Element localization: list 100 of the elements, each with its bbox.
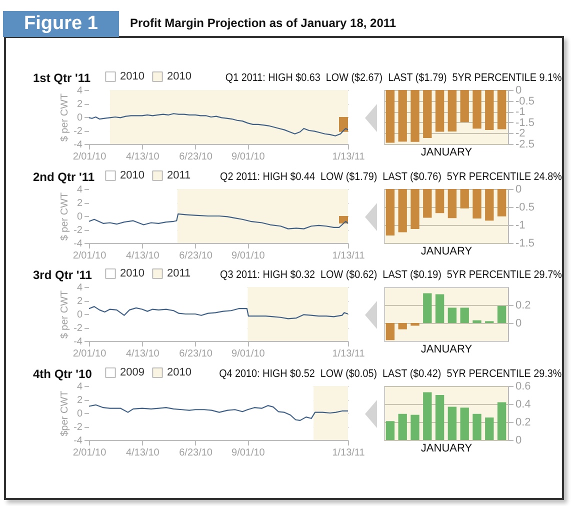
y-tick-label: -0.5 [516,201,534,213]
x-tick-label: 4/13/10 [126,250,160,261]
bar [485,417,494,440]
band-label: 2009 [120,366,144,378]
y-axis-title: $ per CWT [60,93,71,142]
bar [448,308,457,323]
legend-label: 2010 [120,70,144,83]
x-tick-label: 9/01/10 [232,447,266,458]
bar [435,294,444,323]
x-axis-title: JANUARY [420,146,473,158]
x-tick-label: 9/01/10 [232,348,266,360]
x-tick-label: 2/01/10 [72,348,107,360]
x-tick-label: 2/01/10 [72,250,107,261]
legend-label: 2010 [167,366,192,378]
y-tick-label: 0 [516,434,522,446]
y-axis-title: $ per CWT [60,192,71,240]
x-tick-label: 6/23/10 [179,152,213,162]
bar [398,323,407,330]
y-tick-label: 0 [76,211,83,222]
caption: Figure 1 [3,11,119,37]
y-tick-label: -1.5 [516,116,534,129]
band-label: 2010 [120,268,144,280]
y-tick-label: -2 [74,224,83,236]
y-tick-label: 0 [76,310,83,320]
y-tick-label: 0 [516,84,522,96]
x-tick-label: 2/01/10 [72,152,107,162]
line-series [88,306,349,320]
y-tick-label: -4 [74,140,83,150]
x-tick-label: 9/01/10 [232,152,266,162]
y-axis-title: $ per CWT [60,290,71,339]
x-tick-label: 6/23/10 [179,250,213,261]
y-tick-label: 0.4 [516,398,531,410]
bar [472,413,482,440]
x-tick-label: 4/13/10 [126,447,160,458]
bar [497,306,506,323]
legend-label: 2010 [120,169,144,182]
bar [410,414,420,440]
y-tick-label: 4 [76,282,83,294]
chart-title: 1st Qtr '11 [33,71,91,85]
x-tick-label: 2/01/10 [72,447,107,458]
y-tick-label: 0 [76,408,83,419]
bar [460,308,469,323]
y-tick-label: -2 [516,128,526,140]
y-tick-label: -1 [516,106,526,118]
bar [386,323,395,340]
x-tick-label: 4/13/10 [126,152,160,162]
x-tick-label: 4/13/10 [126,348,160,360]
y-tick-label: 0.6 [516,380,531,392]
x-tick-label: 1/13/11 [332,152,366,162]
y-tick-label: -4 [74,435,83,446]
y-tick-label: 0.2 [516,300,531,312]
x-axis-title: JANUARY [420,442,473,454]
y-tick-label: 4 [76,381,83,392]
band-label: 2011 [167,169,191,182]
y-tick-label: 4 [76,86,83,96]
line-series [88,404,349,420]
chart-title: 4th Qtr '10 [33,366,92,380]
y-tick-label: 2 [76,99,83,110]
text: Q4 2010: HIGH $0.52 LOW ($0.05) LAST ($0.42) 5YR PERCENTILE 29.3% [219,368,562,380]
y-tick-label: -1 [516,219,526,231]
bar [386,420,395,440]
y-tick-label: -2 [74,323,83,334]
y-tick-label: 2 [76,394,83,406]
chart-title: 2nd Qtr '11 [33,170,95,184]
line-series [88,113,349,136]
band-label: 2010 [167,70,192,83]
x-tick-label: 9/01/10 [232,250,266,261]
y-tick-label: -4 [74,238,83,249]
bar [497,402,506,440]
y-tick-label: 0.2 [516,416,531,428]
y-tick-label: 0 [516,183,522,195]
y-tick-label: 0 [76,112,83,124]
y-tick-label: 4 [76,184,83,195]
text: Profit Margin Projection as of January 18, 2011 [130,16,396,30]
y-tick-label: -2 [74,126,83,137]
text: Q3 2011: HIGH $0.32 LOW ($0.62) LAST ($0.19) 5YR PERCENTILE 29.7% [220,269,562,281]
x-tick-label: 6/23/10 [179,348,213,360]
bar [410,323,420,326]
bar [460,407,469,440]
x-tick-label: 1/13/11 [332,348,366,360]
x-tick-label: 6/23/10 [179,447,213,458]
x-axis-title: JANUARY [420,344,473,356]
text: Q2 2011: HIGH $0.44 LOW ($1.79) LAST ($0.76) 5YR PERCENTILE 24.8% [220,170,562,182]
y-axis-title: $per CWT [60,390,71,436]
x-tick-label: 1/13/11 [332,250,366,261]
x-tick-label: 1/13/11 [332,447,366,458]
x-axis-title: JANUARY [420,245,473,257]
y-tick-label: -4 [74,336,83,348]
y-tick-label: 2 [76,296,83,307]
legend-label: 2011 [167,268,191,280]
bar [398,413,407,440]
y-tick-label: -0.5 [516,95,534,108]
bar [423,293,432,323]
y-tick-label: -2 [74,422,83,432]
bar [435,394,444,440]
chart-title: 3rd Qtr '11 [33,268,92,282]
line-series [88,212,349,229]
bar [472,320,482,323]
bar [448,406,457,440]
y-tick-label: 0 [516,318,522,330]
